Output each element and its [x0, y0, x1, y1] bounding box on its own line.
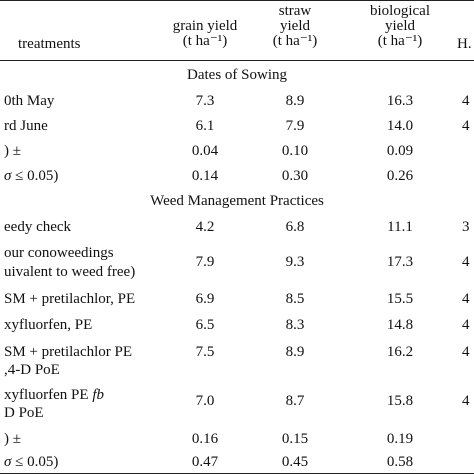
row-label: SM + pretilachlor, PE	[4, 291, 136, 307]
row-label-post: ≤ 0.05)	[11, 168, 59, 184]
col-header-treatments: treatments	[18, 36, 81, 52]
row-label-italic: σ	[4, 454, 12, 470]
cell-grain: 0.16	[191, 431, 219, 447]
cell-bio: 15.8	[386, 393, 414, 409]
row-label: ) ±	[4, 431, 21, 447]
col-header-straw-line1: straw	[278, 3, 312, 19]
col-header-grain-line1: grain yield	[172, 18, 238, 34]
cell-hi: 4	[462, 393, 470, 409]
cell-grain: 7.5	[195, 344, 215, 360]
row-label: ) ±	[4, 143, 21, 159]
col-header-grain-line2: (t ha⁻¹)	[182, 33, 228, 49]
cell-bio: 0.26	[386, 168, 414, 184]
row-label: eedy check	[4, 219, 72, 235]
section-title-sowing: Dates of Sowing	[187, 67, 287, 83]
cell-hi: 4	[462, 254, 470, 270]
cell-grain: 7.3	[195, 93, 215, 109]
col-header-straw-line3: (t ha⁻¹)	[272, 33, 318, 49]
col-header-straw-line2: yield	[280, 18, 310, 34]
cell-grain: 0.14	[191, 168, 219, 184]
cell-straw: 8.3	[285, 317, 305, 333]
cell-grain: 6.9	[195, 291, 215, 307]
row-label: 0th May	[4, 93, 55, 109]
cell-straw: 0.45	[281, 454, 309, 470]
cell-hi: 4	[462, 118, 470, 134]
cell-grain: 6.1	[195, 118, 215, 134]
row-label: our conoweedings	[4, 245, 114, 261]
col-header-bio: biological yield (t ha⁻¹)	[355, 4, 445, 49]
cell-bio: 14.0	[386, 118, 414, 134]
cell-grain: 7.0	[195, 393, 215, 409]
col-header-grain: grain yield (t ha⁻¹)	[165, 19, 245, 49]
top-rule	[0, 0, 474, 1]
row-label: xyfluorfen PE fb	[4, 387, 104, 404]
row-label: SM + pretilachlor PE	[4, 344, 133, 360]
section-title-weed: Weed Management Practices	[150, 193, 324, 209]
cell-bio: 16.2	[386, 344, 414, 360]
cell-hi: 4	[462, 93, 470, 109]
row-label-italic: fb	[92, 387, 104, 403]
row-label-post: ≤ 0.05)	[11, 454, 59, 470]
cell-bio: 14.8	[386, 317, 414, 333]
cell-bio: 16.3	[386, 93, 414, 109]
cell-bio: 15.5	[386, 291, 414, 307]
cell-grain: 4.2	[195, 219, 215, 235]
col-header-straw: straw yield (t ha⁻¹)	[260, 4, 330, 49]
cell-grain: 0.04	[191, 143, 219, 159]
cell-hi: 4	[462, 344, 470, 360]
row-label-italic: σ	[4, 168, 12, 184]
cell-straw: 7.9	[285, 118, 305, 134]
row-label: σ ≤ 0.05)	[4, 168, 58, 185]
cell-bio: 11.1	[387, 219, 413, 235]
cell-hi: 3	[462, 219, 470, 235]
cell-straw: 9.3	[285, 254, 305, 270]
row-label-line2: ,4-D PoE	[4, 362, 60, 378]
cell-straw: 8.9	[285, 344, 305, 360]
cell-straw: 0.10	[281, 143, 309, 159]
row-label-line2: uivalent to weed free)	[4, 264, 136, 280]
cell-hi: 4	[462, 317, 470, 333]
row-label-pre: xyfluorfen PE	[4, 387, 93, 403]
cell-hi: 4	[462, 291, 470, 307]
col-header-bio-line2: yield	[385, 18, 415, 34]
cell-bio: 0.58	[386, 454, 414, 470]
cell-straw: 6.8	[285, 219, 305, 235]
col-header-bio-line1: biological	[370, 3, 430, 19]
cell-straw: 0.15	[281, 431, 309, 447]
cell-bio: 17.3	[386, 254, 414, 270]
cell-grain: 0.47	[191, 454, 219, 470]
row-label: σ ≤ 0.05)	[4, 454, 58, 471]
cell-bio: 0.19	[386, 431, 414, 447]
cell-straw: 0.30	[281, 168, 309, 184]
cell-grain: 6.5	[195, 317, 215, 333]
cell-straw: 8.5	[285, 291, 305, 307]
col-header-hi: H.	[457, 36, 472, 52]
cell-grain: 7.9	[195, 254, 215, 270]
row-label-line2: D PoE	[4, 405, 44, 421]
row-label: rd June	[4, 118, 48, 134]
cell-straw: 8.7	[285, 393, 305, 409]
header-rule	[0, 60, 474, 61]
cell-bio: 0.09	[386, 143, 414, 159]
row-label: xyfluorfen, PE	[4, 317, 93, 333]
col-header-bio-line3: (t ha⁻¹)	[377, 33, 423, 49]
cell-straw: 8.9	[285, 93, 305, 109]
